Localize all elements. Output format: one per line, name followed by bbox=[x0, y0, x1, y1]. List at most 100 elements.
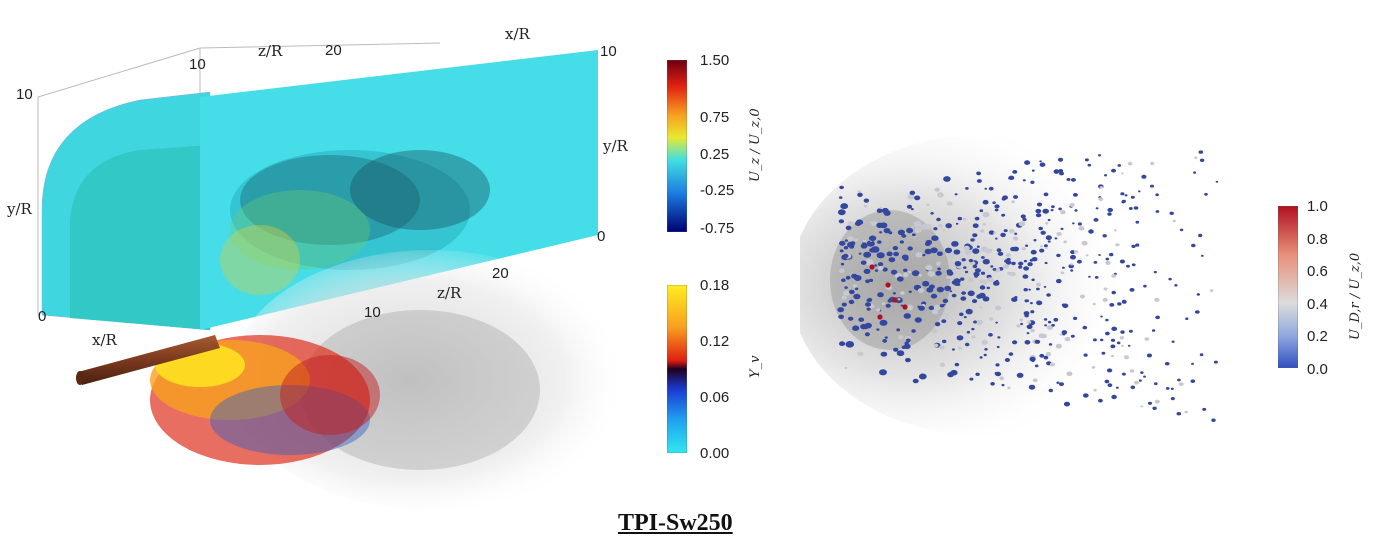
tick-y-left-10: 10 bbox=[16, 86, 33, 103]
droplet-particle bbox=[866, 307, 871, 311]
droplet-particle bbox=[918, 273, 923, 277]
droplet-particle bbox=[1154, 297, 1160, 302]
droplet-particle bbox=[879, 369, 887, 376]
droplet-particle bbox=[965, 187, 969, 190]
droplet-particle bbox=[1109, 252, 1114, 257]
droplet-particle bbox=[892, 292, 896, 295]
droplet-particle bbox=[931, 235, 939, 241]
droplet-particle bbox=[979, 209, 984, 213]
uz-tick-3: -0.25 bbox=[700, 182, 735, 199]
droplet-particle bbox=[1072, 222, 1075, 225]
droplet-particle bbox=[887, 299, 893, 303]
droplet-particle bbox=[904, 341, 909, 345]
droplet-particle bbox=[997, 336, 1001, 339]
droplet-particle bbox=[1045, 352, 1052, 357]
droplet-particle bbox=[943, 176, 951, 182]
droplet-particle bbox=[909, 190, 916, 195]
droplet-particle bbox=[863, 251, 872, 258]
droplet-particle bbox=[912, 378, 919, 384]
droplet-particle bbox=[839, 242, 843, 245]
droplet-particle bbox=[1025, 244, 1029, 247]
droplet-particle bbox=[898, 335, 904, 340]
droplet-particle bbox=[1171, 340, 1175, 343]
droplet-particle bbox=[975, 372, 980, 376]
droplet-particle bbox=[951, 348, 955, 351]
droplet-particle bbox=[1111, 326, 1118, 331]
tick-y-left-0: 0 bbox=[38, 308, 47, 325]
droplet-particle bbox=[1084, 158, 1089, 162]
droplet-particle bbox=[1105, 331, 1110, 336]
droplet-particle bbox=[1066, 178, 1071, 181]
droplet-particle bbox=[1119, 259, 1125, 264]
droplet-particle bbox=[1013, 195, 1018, 199]
droplet-particle bbox=[999, 376, 1005, 381]
droplet-particle bbox=[845, 225, 852, 231]
droplet-particle bbox=[1030, 328, 1035, 333]
droplet-particle bbox=[1107, 207, 1113, 213]
droplet-particle bbox=[961, 258, 966, 262]
droplet-particle bbox=[1011, 297, 1018, 302]
droplet-particle bbox=[847, 241, 855, 248]
droplet-particle bbox=[896, 350, 905, 357]
droplet-particle bbox=[1032, 378, 1038, 383]
droplet-particle bbox=[1184, 410, 1188, 414]
udr-tick-1: 0.8 bbox=[1307, 231, 1328, 248]
droplet-particle bbox=[845, 275, 851, 280]
droplet-particle bbox=[839, 249, 844, 253]
droplet-particle bbox=[1059, 382, 1064, 386]
droplet-particle bbox=[1215, 180, 1219, 183]
droplet-particle bbox=[897, 298, 901, 301]
droplet-particle bbox=[1023, 288, 1028, 292]
droplet-particle bbox=[972, 248, 980, 254]
droplet-particle bbox=[1022, 274, 1029, 279]
droplet-particle bbox=[1141, 174, 1147, 179]
droplet-particle bbox=[1140, 405, 1144, 408]
droplet-particle bbox=[903, 268, 908, 272]
droplet-particle bbox=[939, 362, 946, 367]
droplet-particle bbox=[1039, 248, 1045, 253]
droplet-particle bbox=[1134, 380, 1139, 385]
droplet-particle bbox=[1001, 383, 1005, 387]
droplet-particle bbox=[841, 278, 846, 282]
droplet-particle bbox=[858, 252, 862, 255]
droplet-particle bbox=[927, 271, 935, 277]
droplet-particle bbox=[922, 253, 926, 257]
droplet-particle bbox=[879, 231, 883, 234]
droplet-particle bbox=[854, 221, 862, 226]
droplet-particle bbox=[1030, 302, 1033, 305]
droplet-particle bbox=[954, 261, 962, 267]
droplet-particle bbox=[1138, 190, 1141, 193]
droplet-particle bbox=[995, 363, 1000, 367]
droplet-particle bbox=[1050, 209, 1054, 212]
droplet-particle bbox=[1176, 412, 1182, 416]
droplet-particle bbox=[877, 240, 882, 244]
droplet-particle bbox=[972, 233, 978, 238]
droplet-particle bbox=[865, 258, 874, 266]
droplet-particle bbox=[1121, 299, 1127, 304]
droplet-particle bbox=[939, 345, 945, 350]
droplet-particle bbox=[1018, 221, 1026, 227]
droplet-particle bbox=[1165, 387, 1170, 390]
droplet-particle bbox=[1200, 254, 1204, 257]
droplet-particle bbox=[1107, 212, 1112, 216]
droplet-particle bbox=[1121, 172, 1124, 175]
droplet-particle bbox=[1170, 387, 1174, 390]
droplet-particle bbox=[1110, 344, 1116, 349]
droplet-particle bbox=[1056, 231, 1062, 236]
droplet-particle bbox=[839, 185, 844, 190]
udr-tick-4: 0.2 bbox=[1307, 328, 1328, 345]
droplet-particle bbox=[1202, 407, 1207, 411]
droplet-particle bbox=[1035, 213, 1042, 218]
droplet-particle bbox=[937, 267, 941, 271]
droplet-particle bbox=[972, 264, 978, 269]
droplet-particle bbox=[1213, 360, 1218, 364]
droplet-particle bbox=[910, 208, 914, 211]
droplet-particle bbox=[937, 192, 944, 198]
droplet-particle bbox=[1123, 355, 1130, 360]
droplet-particle bbox=[1007, 271, 1012, 276]
droplet-particle bbox=[1042, 208, 1049, 214]
droplet-particle bbox=[853, 238, 858, 242]
droplet-particle bbox=[1135, 243, 1140, 247]
droplet-particle bbox=[882, 267, 888, 272]
droplet-particle bbox=[1154, 399, 1160, 404]
